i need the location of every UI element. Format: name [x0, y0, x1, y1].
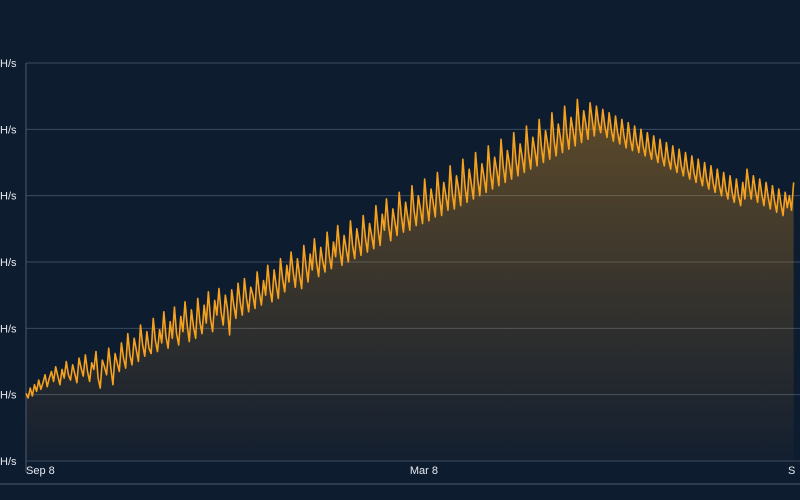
y-tick-label: H/s: [0, 390, 17, 402]
x-tick-label: Mar 8: [410, 465, 438, 477]
y-tick-label: H/s: [0, 323, 17, 335]
x-tick-label: S: [788, 465, 795, 477]
series-line: [25, 98, 795, 399]
y-axis-labels: H/s H/s H/s H/s H/s H/s H/s: [0, 58, 17, 468]
y-tick-label: H/s: [0, 58, 17, 70]
y-tick-label: H/s: [0, 456, 17, 468]
y-tick-label: H/s: [0, 191, 17, 203]
series-area: [26, 99, 794, 461]
x-axis-labels: Sep 8 Mar 8 S: [26, 465, 795, 477]
x-tick-label: Sep 8: [26, 465, 55, 477]
y-tick-label: H/s: [0, 124, 17, 136]
y-tick-label: H/s: [0, 257, 17, 269]
